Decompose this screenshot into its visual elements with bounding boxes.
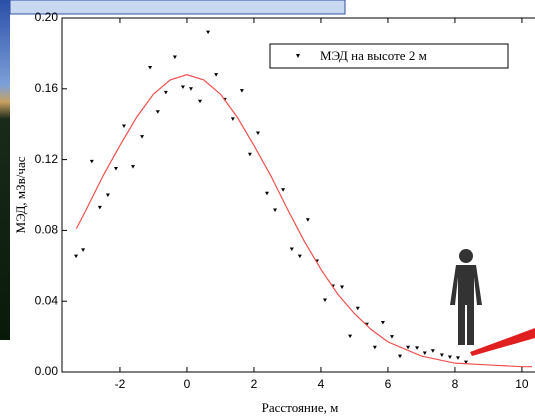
slide-header-bar	[9, 0, 346, 15]
scatter-point	[247, 152, 252, 157]
plot-area	[74, 30, 532, 368]
scatter-point	[289, 247, 294, 251]
x-tick-label: -2	[115, 377, 126, 391]
scatter-point	[180, 85, 185, 90]
scatter-point	[97, 205, 102, 210]
scatter-point	[239, 89, 244, 93]
scatter-point	[230, 117, 235, 121]
scatter-point	[273, 208, 278, 213]
scatter-point	[447, 355, 452, 359]
scatter-point	[422, 351, 427, 356]
scatter-point	[255, 131, 260, 136]
scatter-point	[406, 345, 411, 350]
scatter-point	[398, 354, 403, 359]
y-tick-label: 0.20	[35, 10, 59, 24]
x-tick-label: 10	[515, 377, 529, 391]
scatter-point	[372, 345, 377, 350]
scatter-point	[148, 66, 153, 70]
scatter-point	[380, 320, 385, 325]
scatter-point	[81, 248, 86, 252]
x-tick-label: 4	[318, 377, 325, 391]
y-tick-label: 0.16	[35, 81, 59, 95]
y-tick-label: 0.04	[35, 293, 59, 307]
scatter-point	[265, 191, 270, 196]
plot-frame	[61, 17, 535, 373]
fit-line	[75, 74, 532, 368]
scatter-point	[121, 124, 126, 128]
scatter-point	[430, 349, 435, 353]
x-tick-label: 6	[385, 377, 392, 391]
y-axis-title: МЭД, мЗв/час	[13, 156, 28, 233]
scatter-point	[322, 298, 327, 302]
y-tick-label: 0.00	[35, 364, 59, 378]
person-silhouette	[450, 249, 482, 345]
scatter-point	[188, 87, 193, 91]
scatter-point	[131, 165, 136, 169]
scatter-point	[281, 188, 286, 192]
scatter-point	[439, 353, 444, 358]
x-tick-label: 0	[184, 377, 191, 391]
scatter-point	[463, 360, 468, 365]
arrow	[470, 328, 535, 356]
slide-background	[0, 0, 10, 340]
y-tick-label: 0.08	[35, 223, 59, 237]
y-tick-label: 0.12	[35, 152, 59, 166]
scatter-point	[163, 90, 168, 95]
legend-label: МЭД на высоте 2 м	[320, 48, 427, 63]
scatter-point	[355, 306, 360, 311]
scatter-point	[140, 135, 145, 139]
scatter-point	[74, 254, 79, 259]
x-axis-title: Расстояние, м	[262, 400, 339, 415]
scatter-point	[155, 110, 160, 114]
scatter-point	[364, 322, 369, 327]
scatter-point	[415, 346, 420, 350]
scatter-point	[340, 285, 345, 290]
scatter-point	[172, 55, 177, 59]
scatter-point	[89, 159, 94, 164]
legend-box	[269, 43, 509, 69]
scatter-point	[113, 166, 118, 171]
scatter-point	[198, 99, 203, 104]
legend: МЭД на высоте 2 м	[269, 43, 509, 69]
x-tick-label: 8	[452, 377, 459, 391]
scatter-point	[297, 254, 302, 259]
scatter-point	[305, 218, 310, 222]
scatter-point	[455, 356, 460, 360]
scatter-point	[105, 193, 110, 197]
x-tick-label: 2	[251, 377, 258, 391]
scatter-point	[348, 334, 353, 339]
scatter-point	[214, 73, 219, 77]
legend-marker	[296, 54, 300, 58]
scatter-point	[389, 335, 394, 339]
scatter-point	[206, 30, 211, 35]
